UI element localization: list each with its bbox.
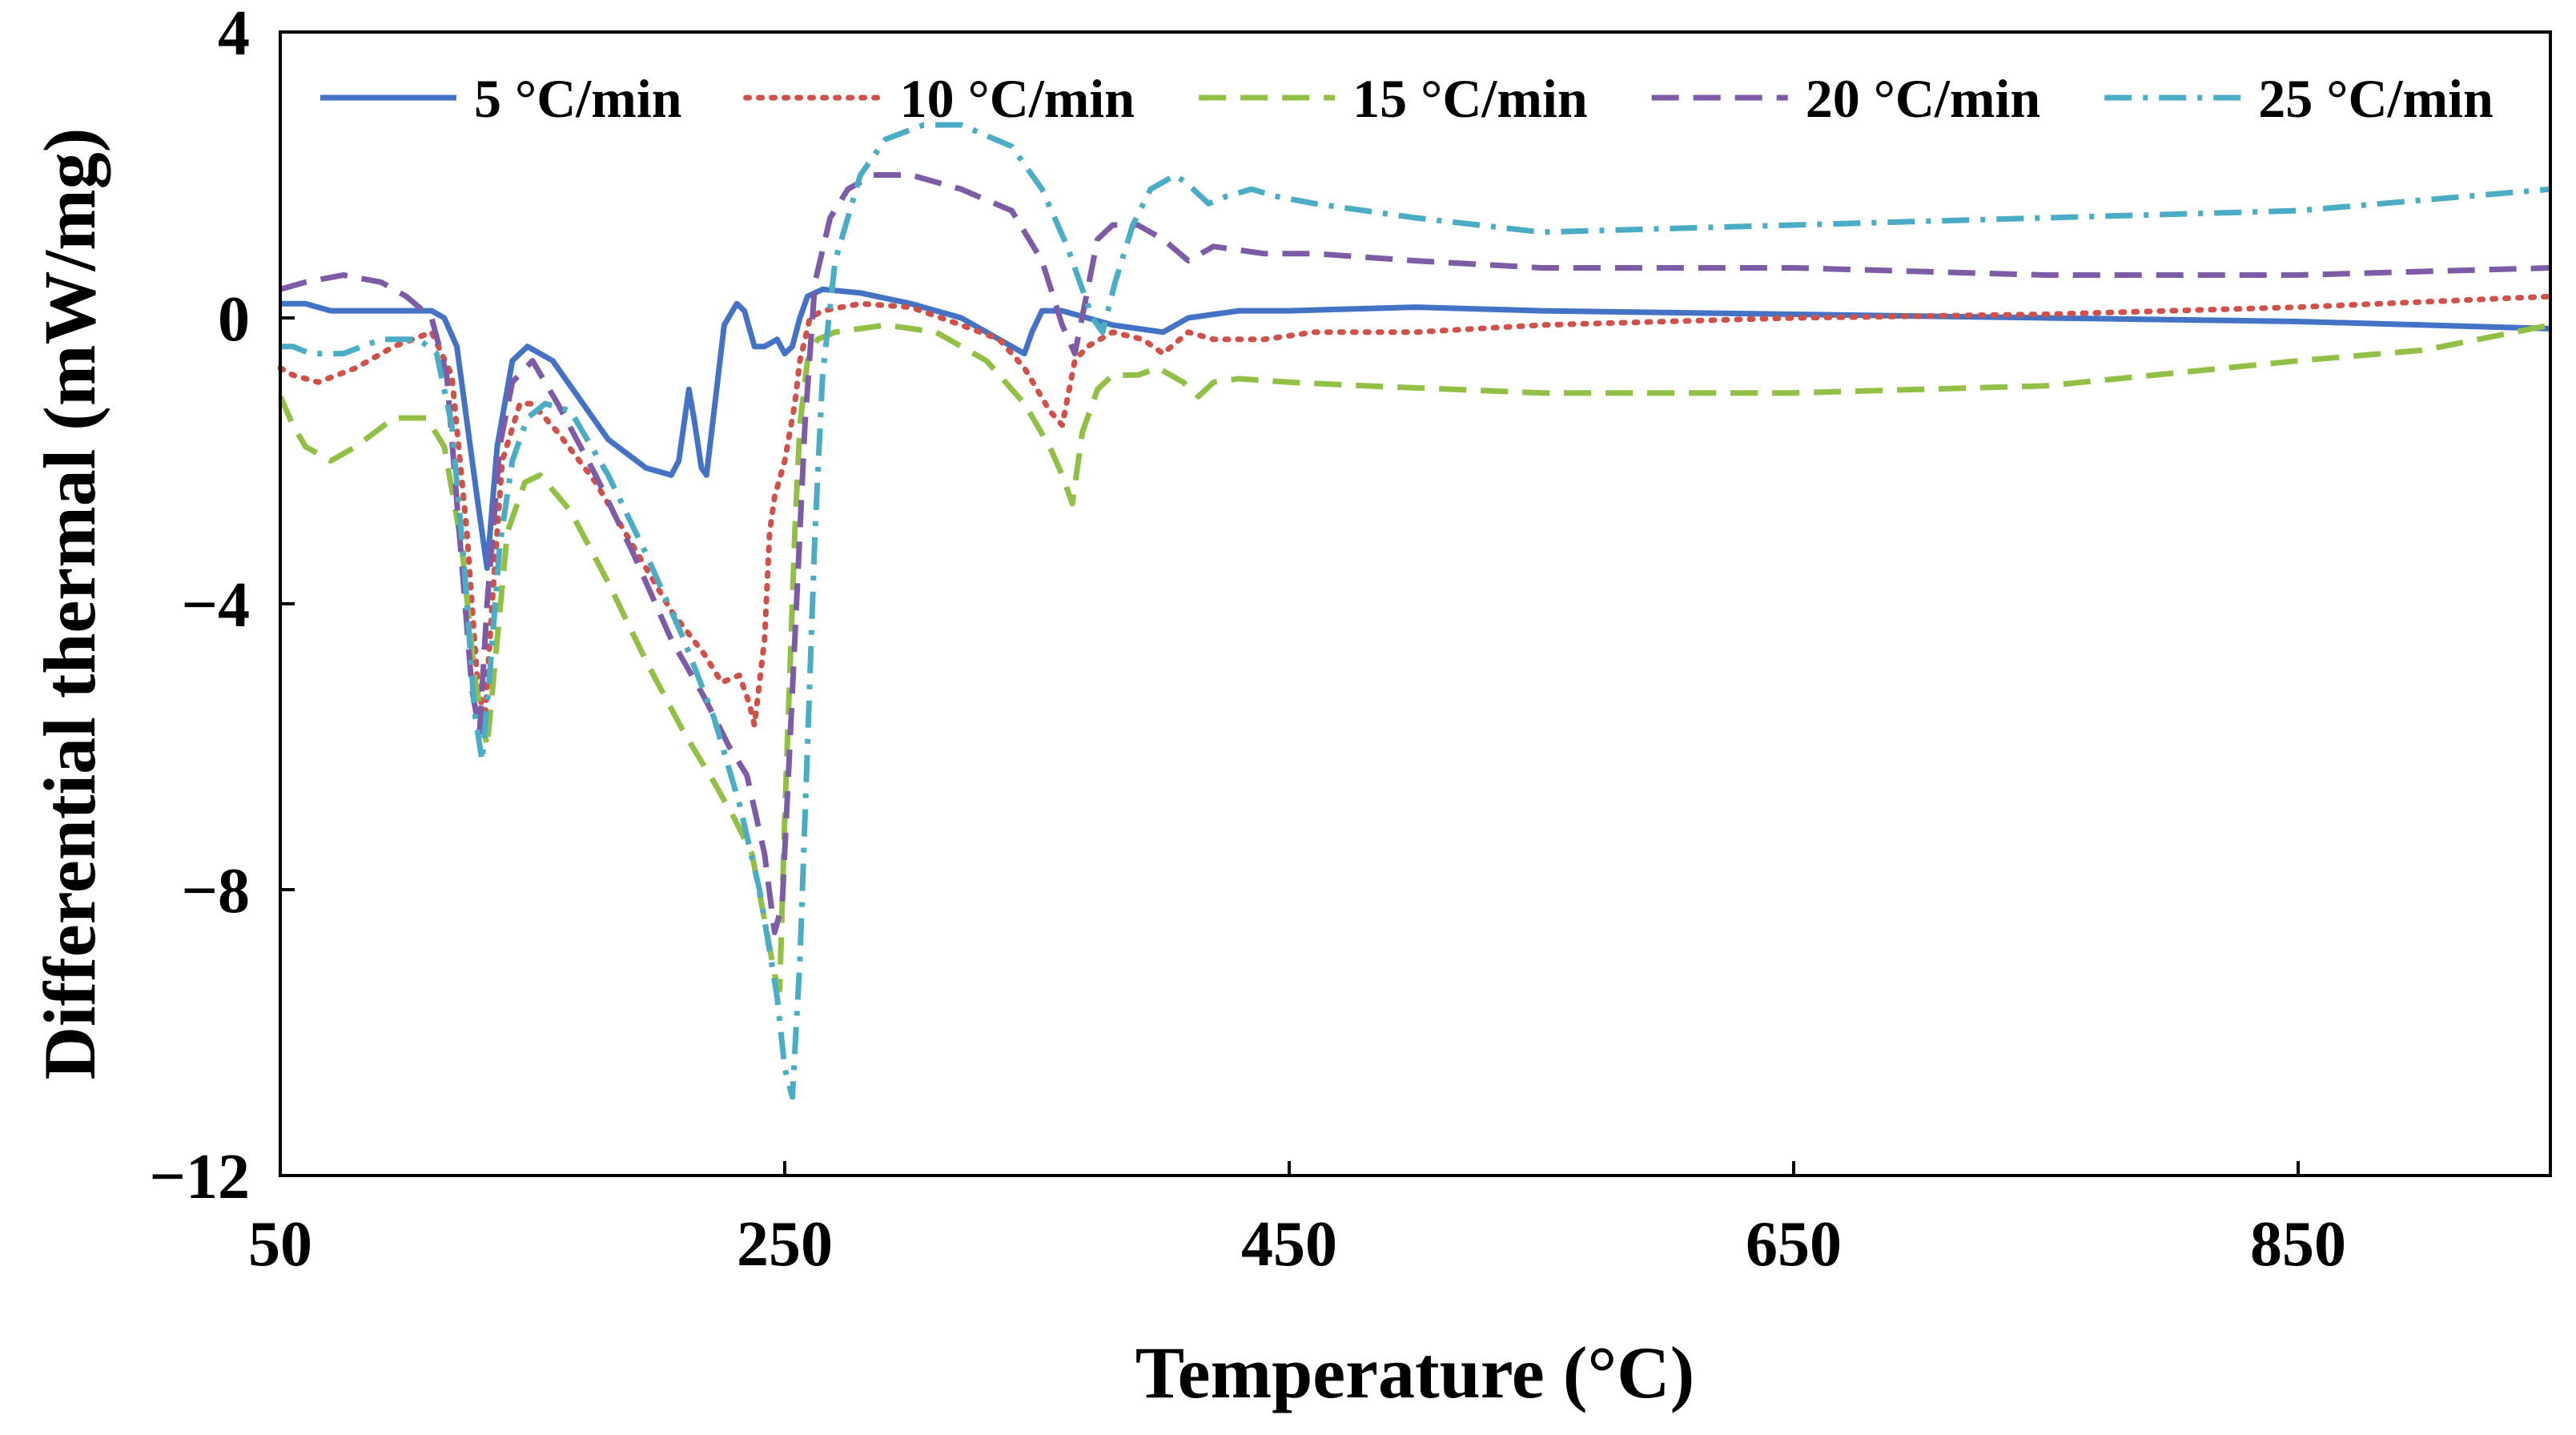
y-tick-label: −8 [181,856,250,927]
x-tick-label: 250 [737,1209,833,1280]
legend-label-4: 20 °C/min [1806,68,2041,129]
y-tick-label: −12 [149,1142,250,1212]
legend-label-2: 10 °C/min [900,68,1135,129]
series-line-5 [280,122,2551,1100]
x-tick-label: 850 [2250,1209,2346,1280]
x-tick-label: 650 [1746,1209,1842,1280]
y-tick-label: 4 [218,0,250,69]
x-tick-label: 50 [248,1209,312,1280]
legend: 5 °C/min 10 °C/min 15 °C/min 20 °C/min 25 °C… [320,68,2494,129]
y-axis-title: Differential thermal (mW/mg) [29,128,111,1080]
legend-label-5: 25 °C/min [2258,68,2494,129]
legend-label-3: 15 °C/min [1352,68,1588,129]
series-line-3 [277,322,2551,993]
x-tick-label: 450 [1241,1209,1337,1280]
series-line-2 [277,293,2554,729]
legend-label-1: 5 °C/min [474,68,682,129]
x-axis-title: Temperature (°C) [1135,1332,1695,1413]
series-group [277,122,2554,1100]
y-tick-label: −4 [181,570,250,641]
y-tick-label: 0 [218,284,250,355]
axes-group: 50 250 450 650 850 4 0 −4 −8 −12 [149,0,2346,1280]
